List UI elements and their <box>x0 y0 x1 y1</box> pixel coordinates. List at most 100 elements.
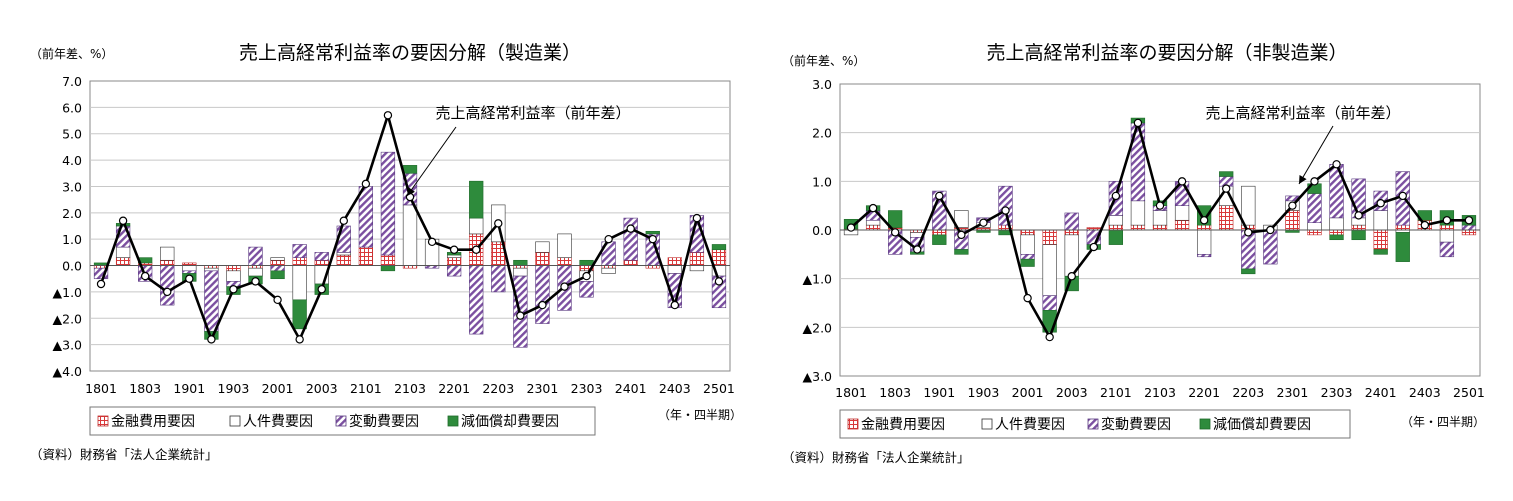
line-point-2101 <box>1111 191 1121 201</box>
y-tick-label: 3.0 <box>812 77 832 92</box>
legend-swatch-solid-green <box>1199 418 1211 430</box>
bar-hatch-purple-1801 <box>93 267 109 280</box>
x-tick-label: 1901 <box>923 385 955 400</box>
legend-label: 人件費要因 <box>243 414 313 430</box>
y-tick-label: 2.0 <box>62 206 82 221</box>
bar-solid-green-1803 <box>888 210 903 228</box>
annotation-arrow <box>406 126 457 197</box>
bar-white-2201 <box>1196 229 1212 255</box>
bar-white-2002 <box>1042 244 1057 297</box>
line-point-2003 <box>1067 272 1076 281</box>
x-tick-label: 2203 <box>1232 385 1264 400</box>
bar-grid-red-2301 <box>535 252 550 266</box>
x-tick-label: 1803 <box>879 385 911 400</box>
bar-hatch-purple-2302 <box>1307 193 1322 224</box>
y-tick-label: 3.0 <box>62 179 82 194</box>
x-tick-label: 2201 <box>1188 385 1220 400</box>
x-tick-label: 2501 <box>703 381 735 396</box>
line-point-1902 <box>207 335 216 344</box>
legend-label: 減価償却費要因 <box>1213 416 1311 433</box>
bar-solid-green-1901 <box>932 234 947 245</box>
line-point-1804 <box>163 287 172 297</box>
bar-hatch-purple-2101 <box>358 186 374 248</box>
x-tick-label: 2301 <box>527 381 559 396</box>
y-tick-label: 2.0 <box>812 126 832 141</box>
bar-white-2001 <box>270 257 285 261</box>
bar-solid-green-2203 <box>1241 268 1256 275</box>
legend-swatch-white <box>981 418 993 430</box>
y-tick-label: 0.0 <box>62 259 82 274</box>
line-point-2103 <box>1155 201 1165 210</box>
source-note: （資料）財務省「法人企業統計」 <box>782 450 970 465</box>
line-point-2403 <box>670 300 680 310</box>
line-point-2501 <box>1464 216 1474 225</box>
bar-white-1902 <box>954 210 969 228</box>
bar-grid-red-2402 <box>1395 224 1410 231</box>
bar-solid-green-2401 <box>1373 249 1388 255</box>
bar-white-2304 <box>601 267 616 274</box>
bar-hatch-purple-2401 <box>623 217 638 261</box>
line-point-1803 <box>140 271 150 281</box>
line-point-2201 <box>1199 216 1209 225</box>
legend-label: 人件費要因 <box>995 417 1065 433</box>
source-note: （資料）財務省「法人企業統計」 <box>30 447 218 462</box>
line-point-2302 <box>560 282 569 291</box>
line-point-2404 <box>1442 216 1452 225</box>
annotation-arrow <box>1298 125 1334 185</box>
x-tick-label: 2003 <box>1056 385 1088 400</box>
line-point-2501 <box>714 277 724 286</box>
bar-grid-red-2303 <box>1329 229 1344 236</box>
bar-hatch-purple-2203 <box>491 265 506 293</box>
line-point-2402 <box>1398 191 1407 201</box>
y-tick-label: 1.0 <box>62 232 82 247</box>
legend-label: 金融費用要因 <box>111 414 195 430</box>
bar-hatch-purple-2003 <box>1064 212 1079 231</box>
bar-grid-red-2404 <box>689 252 705 266</box>
bar-grid-red-2301 <box>1285 210 1300 231</box>
line-point-2102 <box>383 111 393 120</box>
bar-solid-green-2101 <box>1108 229 1124 245</box>
bar-solid-green-2202 <box>469 180 484 219</box>
y-tick-label: 5.0 <box>62 127 82 142</box>
x-tick-label: 2401 <box>615 381 647 396</box>
bar-solid-green-2102 <box>380 265 396 272</box>
bar-white-2302 <box>557 233 572 258</box>
bar-white-2403 <box>667 265 682 274</box>
line-point-2204 <box>1266 225 1275 235</box>
bar-white-2404 <box>1439 229 1455 243</box>
line-point-2104 <box>1177 177 1187 186</box>
bar-hatch-purple-2003 <box>314 252 329 261</box>
bar-hatch-purple-2204 <box>1263 229 1278 265</box>
x-axis-unit: （年・四半期） <box>1401 415 1485 429</box>
bar-white-2201 <box>446 254 462 258</box>
bar-hatch-purple-1904 <box>248 246 263 266</box>
line-point-2401 <box>626 224 635 233</box>
legend-swatch-solid-green <box>447 415 459 427</box>
bar-grid-red-2002 <box>1042 229 1057 245</box>
line-point-1801 <box>846 223 856 232</box>
bar-white-1903 <box>226 270 241 282</box>
bar-grid-red-2003 <box>1064 229 1079 236</box>
y-tick-label: 7.0 <box>62 74 82 89</box>
x-tick-label: 2203 <box>482 381 514 396</box>
annotation-arrow-head <box>407 187 415 196</box>
bar-hatch-purple-2001 <box>1020 254 1035 260</box>
legend-swatch-hatch-purple <box>1087 418 1099 430</box>
x-tick-label: 1801 <box>835 385 867 400</box>
x-tick-label: 2101 <box>1100 385 1132 400</box>
bar-white-2104 <box>1174 205 1190 221</box>
line-point-2104 <box>427 237 437 247</box>
bar-white-2401 <box>1373 210 1388 231</box>
bar-grid-red-2001 <box>270 259 285 266</box>
bar-white-2102 <box>1130 200 1146 226</box>
bar-grid-red-2103 <box>1152 224 1168 231</box>
y-tick-label: ▲1.0 <box>803 272 833 287</box>
line-point-1802 <box>868 203 878 213</box>
bar-solid-green-2303 <box>1329 234 1344 241</box>
bar-grid-red-1901 <box>932 229 947 236</box>
bar-white-1901 <box>182 265 197 272</box>
bar-hatch-purple-2303 <box>579 281 594 298</box>
x-tick-label: 2303 <box>1321 385 1353 400</box>
line-point-2303 <box>1332 160 1341 169</box>
